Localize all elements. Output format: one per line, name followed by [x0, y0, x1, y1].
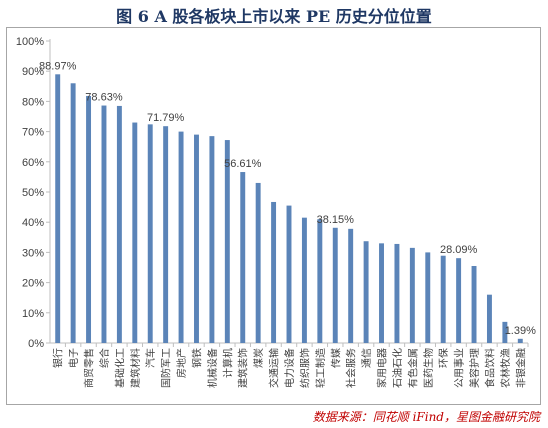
- x-tick-label: 石油石化: [391, 348, 404, 388]
- bar: [132, 122, 138, 343]
- chart-title: 图 6 A 股各板块上市以来 PE 历史分位位置: [116, 7, 432, 26]
- bar: [456, 258, 462, 343]
- data-label: 28.09%: [440, 244, 478, 256]
- x-tick-label: 家用电器: [376, 348, 389, 388]
- bar: [486, 294, 492, 343]
- data-label: 71.79%: [147, 112, 185, 124]
- x-tick-label: 公用事业: [453, 348, 466, 388]
- x-tick-label: 医药生物: [422, 348, 435, 388]
- bar: [517, 338, 523, 343]
- bar: [70, 83, 76, 343]
- bar: [379, 243, 384, 343]
- x-tick-label: 非银金融: [514, 348, 527, 388]
- bar: [317, 219, 323, 343]
- x-tick-label: 煤炭: [252, 348, 265, 368]
- x-tick-label: 轻工制造: [314, 348, 327, 388]
- bar: [502, 321, 508, 343]
- x-tick-label: 房地产: [175, 348, 188, 378]
- x-tick-label: 有色金属: [406, 348, 419, 388]
- x-tick-label: 建筑装饰: [237, 348, 250, 388]
- bar: [286, 205, 292, 343]
- data-label: 38.15%: [317, 214, 355, 226]
- y-tick-label: 80%: [22, 96, 44, 108]
- bar: [55, 74, 61, 343]
- bar: [363, 241, 369, 343]
- x-tick-label: 美容护理: [468, 348, 481, 388]
- data-source-note: 数据来源：同花顺 iFind，星图金融研究院: [312, 410, 540, 424]
- y-tick-label: 0%: [28, 338, 44, 350]
- data-label: 78.63%: [85, 92, 123, 104]
- x-tick-label: 建筑材料: [129, 348, 142, 388]
- data-label: 88.97%: [39, 60, 77, 72]
- chart-frame: [6, 27, 541, 405]
- data-label: 56.61%: [224, 158, 262, 170]
- bar: [163, 126, 169, 343]
- bar: [394, 243, 400, 343]
- bar: [86, 95, 92, 344]
- bar: [348, 228, 354, 343]
- bar: [471, 265, 477, 343]
- y-tick-label: 70%: [22, 127, 44, 139]
- x-tick-label: 汽车: [144, 348, 157, 368]
- x-tick-label: 电力设备: [283, 348, 296, 388]
- bar: [255, 182, 261, 343]
- y-tick-label: 40%: [22, 217, 44, 229]
- bar: [271, 201, 277, 343]
- y-tick-label: 10%: [22, 308, 44, 320]
- y-tick-label: 90%: [22, 66, 44, 78]
- x-tick-label: 基础化工: [113, 348, 126, 388]
- data-label: 1.39%: [505, 325, 536, 337]
- x-tick-label: 通信: [361, 348, 373, 368]
- x-tick-label: 纺织服饰: [298, 348, 311, 388]
- bar: [301, 217, 307, 343]
- x-tick-label: 综合: [98, 348, 111, 368]
- bar: [209, 136, 215, 343]
- x-tick-label: 社会服务: [345, 348, 358, 388]
- bar: [240, 172, 246, 343]
- y-tick-label: 20%: [22, 278, 44, 290]
- x-tick-label: 银行: [52, 348, 65, 368]
- bar: [332, 227, 338, 343]
- bar: [409, 247, 415, 343]
- y-tick-label: 50%: [22, 187, 44, 199]
- x-tick-label: 钢铁: [190, 348, 203, 368]
- bar: [224, 140, 230, 343]
- bar: [178, 131, 184, 343]
- x-tick-label: 电子: [67, 348, 80, 368]
- x-tick-label: 环保: [437, 348, 450, 368]
- bar: [147, 124, 153, 344]
- y-tick-label: 30%: [22, 247, 44, 259]
- x-tick-label: 食品饮料: [483, 348, 496, 388]
- x-tick-label: 商贸零售: [83, 348, 96, 388]
- y-tick-label: 100%: [16, 36, 44, 48]
- x-tick-label: 国防军工: [160, 348, 173, 388]
- x-tick-label: 农林牧渔: [499, 348, 512, 388]
- x-tick-label: 机械设备: [206, 348, 219, 388]
- bar: [116, 105, 122, 344]
- y-tick-label: 60%: [22, 157, 44, 169]
- x-tick-label: 传媒: [330, 348, 342, 368]
- bar: [425, 252, 431, 343]
- x-tick-label: 交通运输: [268, 348, 281, 388]
- bar: [440, 255, 446, 343]
- bar: [194, 134, 199, 343]
- x-tick-label: 计算机: [221, 348, 234, 378]
- bar: [101, 105, 107, 343]
